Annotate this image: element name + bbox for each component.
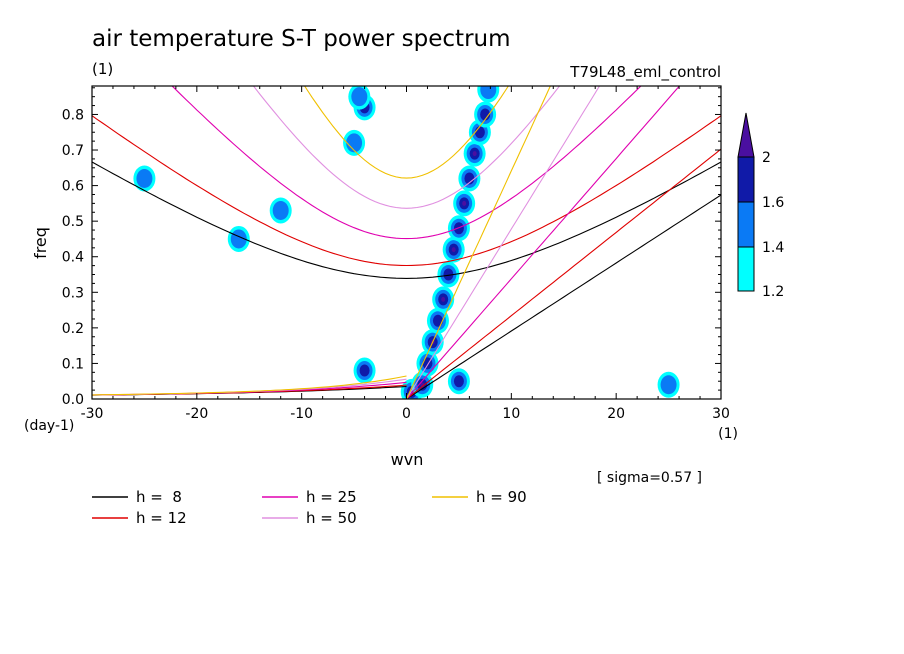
legend-label-h90: h = 90 — [476, 488, 527, 506]
legend-label-h50: h = 50 — [306, 509, 357, 527]
y-tick-label: 0.0 — [62, 392, 84, 408]
contour-blob-10-level-3 — [451, 247, 456, 253]
chart-title: air temperature S-T power spectrum — [92, 26, 511, 52]
x-tick-label: -10 — [290, 406, 313, 422]
curve-h50-0 — [406, 86, 601, 399]
contour-blob-22-level-1 — [136, 168, 153, 188]
contour-fills — [133, 86, 680, 399]
curve-h8-1 — [92, 161, 721, 279]
curve-h90-2 — [92, 375, 407, 396]
colorbar-box-2 — [737, 156, 755, 203]
y-tick-label: 0.1 — [62, 356, 84, 372]
legend: h = 8 h = 12 h = 25 h = 50 h = 90 — [92, 488, 527, 527]
y-tick-label: 0.4 — [62, 250, 84, 266]
curve-h90-1 — [303, 86, 510, 179]
y-tick-label: 0.6 — [62, 179, 84, 195]
x-axis-label: wvn — [391, 450, 424, 469]
contour-blob-2-level-1 — [346, 133, 363, 153]
subtitle-right: T79L48_eml_control — [569, 63, 721, 82]
colorbar-label: 2 — [762, 150, 771, 166]
curve-h50-1 — [252, 86, 561, 209]
y-tick-label: 0.3 — [62, 285, 84, 301]
contour-blob-18-level-2 — [453, 375, 464, 388]
x-tick-label: 30 — [712, 406, 730, 422]
contour-blob-7-level-2 — [432, 314, 443, 327]
y-axis-ticks: 0.0 0.1 0.2 0.3 0.4 0.5 0.6 0.7 0.8 — [62, 87, 721, 408]
legend-label-h8: h = 8 — [136, 488, 182, 506]
x-tick-label: -30 — [81, 406, 104, 422]
x-unit-label: (1) — [718, 426, 738, 442]
colorbar-label: 1.2 — [762, 284, 784, 300]
curve-h12-0 — [406, 148, 721, 399]
sigma-annotation: [ sigma=0.57 ] — [597, 470, 702, 486]
curve-h8-0 — [406, 194, 721, 399]
contour-blob-8-level-3 — [441, 296, 446, 302]
contour-blob-17-level-1 — [480, 86, 497, 100]
curve-h25-0 — [406, 86, 681, 399]
contour-blob-21-level-1 — [660, 375, 677, 395]
contour-blob-16-level-2 — [480, 108, 491, 121]
colorbar-box-0 — [737, 246, 755, 292]
subtitle-left: (1) — [92, 60, 113, 78]
curve-h90-0 — [405, 86, 551, 399]
plot-frame — [91, 85, 722, 400]
contour-blob-9-level-2 — [443, 268, 454, 281]
curve-h25-1 — [171, 86, 642, 240]
dispersion-curves — [92, 86, 721, 399]
y-axis-label: freq — [31, 227, 50, 259]
colorbar: 1.2 1.4 1.6 2 — [737, 112, 784, 300]
colorbar-label: 1.4 — [762, 240, 784, 256]
x-tick-label: 20 — [607, 406, 625, 422]
contour-blob-14-level-3 — [472, 151, 477, 157]
legend-label-h25: h = 25 — [306, 488, 357, 506]
y-tick-label: 0.7 — [62, 143, 84, 159]
colorbar-extend-arrow — [737, 112, 755, 158]
contour-blob-1-level-1 — [351, 87, 368, 107]
x-tick-label: 0 — [402, 406, 411, 422]
colorbar-label: 1.6 — [762, 195, 784, 211]
y-tick-label: 0.2 — [62, 321, 84, 337]
x-tick-label: 10 — [502, 406, 520, 422]
contour-blob-23-level-1 — [272, 200, 289, 220]
y-tick-label: 0.8 — [62, 107, 84, 123]
x-axis-ticks: -30 -20 -10 0 10 20 30 — [81, 86, 730, 422]
contour-blob-12-level-3 — [462, 200, 467, 206]
legend-label-h12: h = 12 — [136, 509, 187, 527]
y-tick-label: 0.5 — [62, 214, 84, 230]
y-unit-label: (day-1) — [24, 418, 74, 434]
x-tick-label: -20 — [185, 406, 208, 422]
contour-blob-19-level-2 — [359, 364, 370, 377]
curve-h12-1 — [92, 115, 721, 267]
colorbar-box-1 — [737, 201, 755, 248]
contour-blob-13-level-2 — [464, 172, 475, 185]
contour-blob-15-level-2 — [474, 126, 485, 139]
